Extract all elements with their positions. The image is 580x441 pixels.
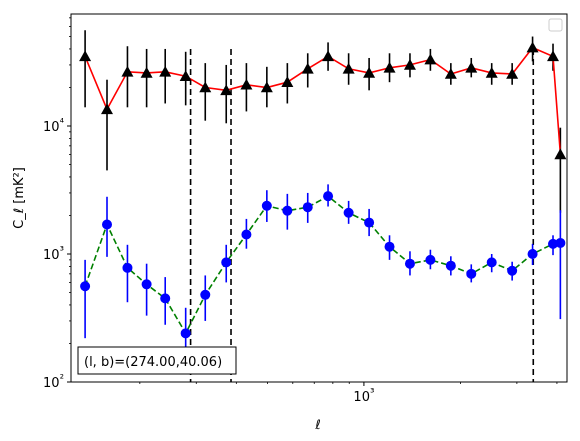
data-point (160, 293, 171, 304)
data-point (122, 262, 133, 273)
series-group (79, 30, 567, 360)
data-point (343, 207, 354, 218)
legend-box (548, 18, 563, 32)
data-point (403, 58, 416, 70)
data-point (466, 268, 477, 279)
data-point (465, 61, 478, 73)
legend (548, 18, 563, 32)
data-point (404, 258, 415, 269)
data-point (363, 66, 376, 78)
data-point (486, 257, 497, 268)
data-point (140, 66, 153, 78)
annotation-box: (l, b)=(274.00,40.06) (77, 346, 237, 375)
data-point (102, 219, 113, 230)
data-point (323, 191, 334, 202)
data-point (424, 53, 437, 65)
y-tick-label: 10³ (43, 244, 64, 263)
data-point (384, 241, 395, 252)
y-tick-label: 10² (43, 372, 64, 391)
data-point (241, 229, 252, 240)
data-point (179, 70, 192, 81)
data-point (199, 81, 212, 93)
data-point (282, 205, 293, 216)
x-axis-label: ℓ (314, 418, 320, 433)
annotation-text: (l, b)=(274.00,40.06) (84, 355, 222, 370)
data-point (80, 281, 91, 292)
y-axis-label: C_ℓ [mK²] (12, 167, 27, 229)
data-point (240, 78, 253, 90)
data-point (554, 148, 567, 160)
series-line (84, 46, 562, 155)
data-point (159, 65, 172, 77)
data-point (101, 103, 114, 115)
plot-frame (70, 13, 568, 383)
data-point (548, 238, 559, 249)
data-point (507, 265, 518, 276)
series-0 (79, 30, 567, 213)
data-point (425, 254, 436, 265)
data-point (281, 76, 294, 87)
data-point (261, 200, 272, 211)
data-point (322, 50, 335, 62)
data-point (220, 84, 233, 96)
y-tick-label: 10⁴ (43, 116, 65, 135)
data-point (221, 257, 232, 268)
data-point (121, 65, 134, 77)
data-point (302, 202, 313, 213)
data-point (506, 67, 519, 79)
data-point (301, 62, 314, 74)
data-point (555, 237, 566, 248)
x-tick-label: 10³ (353, 386, 374, 405)
data-point (180, 328, 191, 339)
data-point (445, 260, 456, 271)
data-point (383, 61, 396, 73)
data-point (526, 41, 539, 53)
vertical-lines (189, 48, 535, 382)
series-1 (80, 184, 566, 360)
data-point (364, 217, 375, 228)
data-point (200, 289, 211, 300)
data-point (527, 249, 538, 260)
data-point (547, 50, 560, 62)
data-point (444, 67, 457, 79)
data-point (260, 81, 273, 93)
data-point (485, 66, 498, 78)
data-point (79, 50, 92, 62)
ticks-group: 10² 10³ 10⁴ 10³ (43, 17, 558, 405)
data-point (141, 279, 152, 290)
data-point (342, 62, 355, 74)
